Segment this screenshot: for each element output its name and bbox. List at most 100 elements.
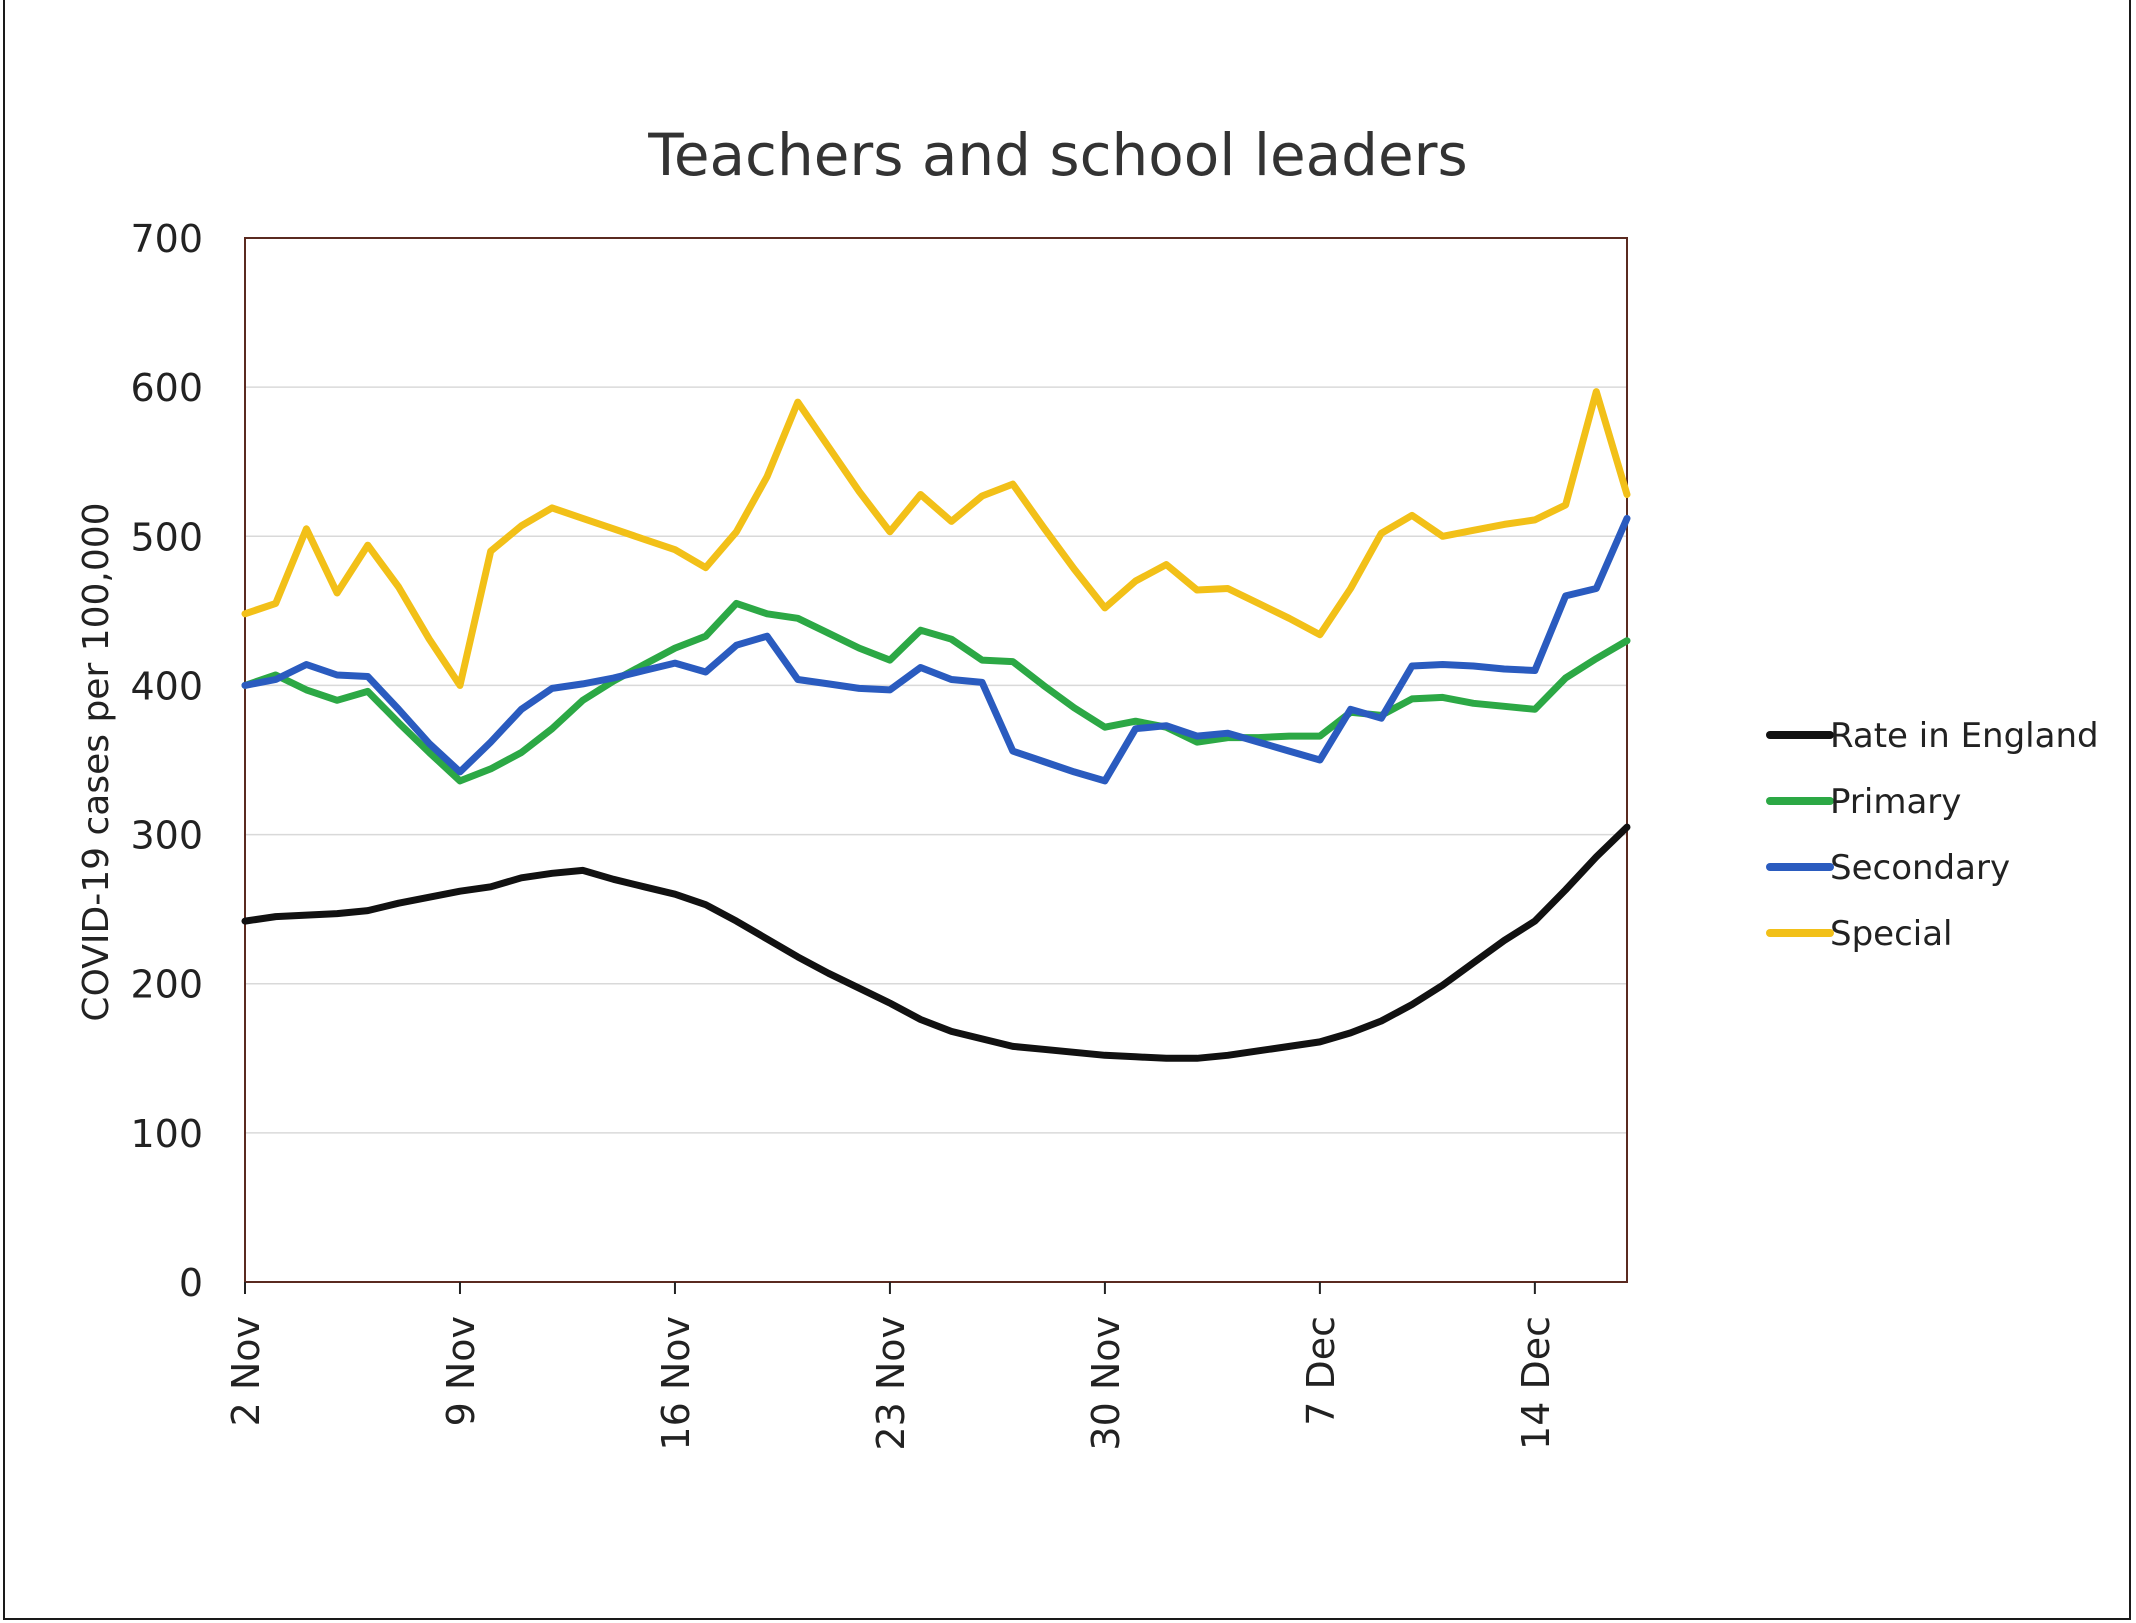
data-point-rate-in-england: [459, 890, 461, 892]
data-point-special: [1104, 607, 1106, 609]
legend-item-rate-in-england: Rate in England: [1766, 716, 2099, 756]
y-tick-label-700: 700: [130, 217, 203, 261]
data-point-primary: [705, 635, 707, 637]
data-point-primary: [428, 752, 430, 754]
data-point-primary: [981, 659, 983, 661]
data-point-primary: [1626, 640, 1628, 642]
data-point-secondary: [336, 674, 338, 676]
y-tick-label-100: 100: [130, 1112, 203, 1156]
series-secondary: [241, 514, 1631, 785]
data-point-rate-in-england: [1042, 1048, 1044, 1050]
data-point-primary: [1257, 737, 1259, 739]
y-axis-title: COVID-19 cases per 100,000: [76, 502, 117, 1021]
data-point-primary: [889, 659, 891, 661]
data-point-rate-in-england: [1595, 856, 1597, 858]
data-point-secondary: [920, 667, 922, 669]
data-point-rate-in-england: [1472, 962, 1474, 964]
data-point-special: [582, 517, 584, 519]
data-point-rate-in-england: [858, 987, 860, 989]
data-point-rate-in-england: [1565, 889, 1567, 891]
data-point-primary: [398, 722, 400, 724]
data-point-primary: [643, 664, 645, 666]
data-point-rate-in-england: [828, 972, 830, 974]
legend-item-primary: Primary: [1766, 782, 1961, 822]
data-point-secondary: [1319, 759, 1321, 761]
data-point-special: [1319, 634, 1321, 636]
data-point-primary: [305, 689, 307, 691]
data-point-special: [828, 446, 830, 448]
data-point-rate-in-england: [1442, 984, 1444, 986]
data-point-secondary: [1534, 670, 1536, 672]
data-point-primary: [1411, 698, 1413, 700]
data-point-primary: [520, 752, 522, 754]
data-point-primary: [858, 647, 860, 649]
data-point-special: [1595, 391, 1597, 393]
data-point-rate-in-england: [1165, 1057, 1167, 1059]
data-point-secondary: [950, 678, 952, 680]
data-point-rate-in-england: [1073, 1051, 1075, 1053]
data-point-special: [1626, 494, 1628, 496]
data-point-primary: [735, 602, 737, 604]
data-point-secondary: [1073, 771, 1075, 773]
data-point-rate-in-england: [1196, 1057, 1198, 1059]
data-point-rate-in-england: [551, 872, 553, 874]
x-tick-label: 14 Dec: [1514, 1316, 1558, 1450]
legend-label: Rate in England: [1830, 716, 2099, 756]
data-point-rate-in-england: [643, 886, 645, 888]
data-point-secondary: [981, 681, 983, 683]
data-point-rate-in-england: [1227, 1054, 1229, 1056]
data-point-rate-in-england: [1534, 920, 1536, 922]
series-line-secondary: [241, 514, 1631, 785]
series-line-rate-in-england: [241, 823, 1631, 1062]
data-point-primary: [1042, 684, 1044, 686]
data-point-secondary: [1227, 732, 1229, 734]
data-point-special: [1380, 532, 1382, 534]
series-primary: [241, 599, 1631, 785]
data-point-primary: [1595, 658, 1597, 660]
data-point-rate-in-england: [275, 916, 277, 918]
data-point-primary: [1565, 677, 1567, 679]
data-point-special: [1227, 587, 1229, 589]
series-rate-in-england: [241, 823, 1631, 1062]
data-point-secondary: [828, 683, 830, 685]
data-point-rate-in-england: [920, 1019, 922, 1021]
data-point-secondary: [520, 708, 522, 710]
data-point-primary: [275, 674, 277, 676]
data-point-primary: [950, 638, 952, 640]
data-point-special: [705, 567, 707, 569]
data-point-secondary: [398, 708, 400, 710]
data-point-primary: [1472, 702, 1474, 704]
data-point-special: [1411, 514, 1413, 516]
data-point-special: [981, 495, 983, 497]
data-point-rate-in-england: [1626, 826, 1628, 828]
data-point-secondary: [1626, 517, 1628, 519]
data-point-secondary: [1104, 780, 1106, 782]
data-point-secondary: [889, 689, 891, 691]
data-point-rate-in-england: [1135, 1056, 1137, 1058]
data-point-rate-in-england: [244, 920, 246, 922]
data-point-primary: [828, 632, 830, 634]
data-point-rate-in-england: [428, 896, 430, 898]
x-tick-label: 2 Nov: [224, 1316, 268, 1426]
data-point-secondary: [1350, 708, 1352, 710]
y-tick-label-500: 500: [130, 515, 203, 559]
chart-title: Teachers and school leaders: [647, 121, 1467, 189]
data-point-secondary: [1257, 741, 1259, 743]
data-point-secondary: [1472, 665, 1474, 667]
data-point-secondary: [1565, 595, 1567, 597]
gridlines: [245, 386, 1627, 1134]
data-point-primary: [1196, 741, 1198, 743]
data-point-primary: [1012, 661, 1014, 663]
data-point-special: [766, 476, 768, 478]
data-point-secondary: [367, 675, 369, 677]
data-point-rate-in-england: [1380, 1020, 1382, 1022]
data-point-primary: [551, 728, 553, 730]
data-point-primary: [459, 780, 461, 782]
data-point-secondary: [582, 683, 584, 685]
data-point-rate-in-england: [1411, 1004, 1413, 1006]
data-point-secondary: [797, 678, 799, 680]
x-tick-label: 16 Nov: [654, 1316, 698, 1451]
data-point-rate-in-england: [889, 1002, 891, 1004]
x-tick-label: 9 Nov: [439, 1316, 483, 1426]
data-point-special: [1042, 526, 1044, 528]
